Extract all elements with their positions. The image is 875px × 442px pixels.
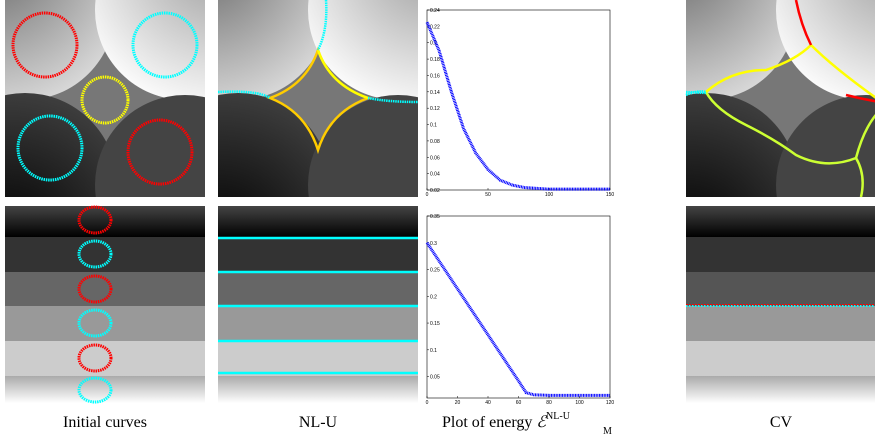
y-tick-label: 0.1 bbox=[430, 123, 437, 129]
image-panel bbox=[614, 0, 875, 277]
x-tick-label: 80 bbox=[546, 400, 552, 406]
image-panel bbox=[5, 205, 205, 404]
caption: Initial curves bbox=[63, 414, 147, 431]
y-tick-label: 0.24 bbox=[430, 8, 440, 14]
y-tick-label: 0.02 bbox=[430, 188, 440, 194]
y-tick-label: 0.3 bbox=[430, 241, 437, 247]
y-tick-label: 0.04 bbox=[430, 172, 440, 178]
image-panel bbox=[218, 206, 418, 403]
x-tick-label: 50 bbox=[485, 192, 491, 198]
x-tick-label: 150 bbox=[606, 192, 615, 198]
y-tick-label: 0.25 bbox=[430, 268, 440, 274]
energy-line bbox=[425, 241, 610, 397]
y-tick-label: 0.1 bbox=[430, 348, 437, 354]
y-tick-label: 0.08 bbox=[430, 139, 440, 145]
y-tick-label: 0.05 bbox=[430, 375, 440, 381]
y-tick-label: 0.22 bbox=[430, 24, 440, 30]
y-tick-label: 0.18 bbox=[430, 57, 440, 63]
y-tick-label: 0.16 bbox=[430, 73, 440, 79]
x-tick-label: 100 bbox=[545, 192, 554, 198]
caption-sup: NL-U bbox=[546, 411, 571, 422]
x-tick-label: 60 bbox=[516, 400, 522, 406]
image-panel bbox=[686, 206, 875, 403]
image-panel bbox=[0, 0, 275, 277]
x-tick-label: 0 bbox=[426, 400, 429, 406]
caption: CV bbox=[770, 414, 793, 431]
y-tick-label: 0.35 bbox=[430, 214, 440, 220]
energy-line bbox=[425, 21, 610, 191]
x-tick-label: 100 bbox=[575, 400, 584, 406]
y-tick-label: 0.06 bbox=[430, 155, 440, 161]
plots: 0.020.040.060.080.10.120.140.160.180.20.… bbox=[426, 8, 615, 406]
x-tick-label: 20 bbox=[455, 400, 461, 406]
y-tick-label: 0.14 bbox=[430, 90, 440, 96]
x-tick-label: 120 bbox=[606, 400, 615, 406]
caption: NL-U bbox=[299, 414, 338, 431]
x-tick-label: 40 bbox=[485, 400, 491, 406]
y-tick-label: 0.2 bbox=[430, 294, 437, 300]
caption-text: Plot of energy bbox=[442, 414, 536, 431]
caption-sub: M bbox=[603, 426, 612, 437]
image-panel bbox=[146, 0, 488, 277]
caption: Plot of energy ℰNL-U bbox=[442, 411, 571, 431]
line-chart: 0.02 0.04 0.06 0.08 0.1 0.12 0.14 0.16 0.18 0.2 0.… bbox=[426, 8, 615, 198]
line-chart: 0.05 0.1 0.15 0.2 0.25 0.3 0.35 0 20 40 60 80 100 120 bbox=[426, 214, 615, 406]
y-tick-label: 0.2 bbox=[430, 41, 437, 47]
x-tick-label: 0 bbox=[426, 192, 429, 198]
plot-frame bbox=[426, 9, 611, 191]
plot-frame bbox=[426, 215, 611, 399]
y-tick-label: 0.15 bbox=[430, 321, 440, 327]
caption-symbol: ℰ bbox=[536, 414, 548, 431]
y-tick-label: 0.12 bbox=[430, 106, 440, 112]
